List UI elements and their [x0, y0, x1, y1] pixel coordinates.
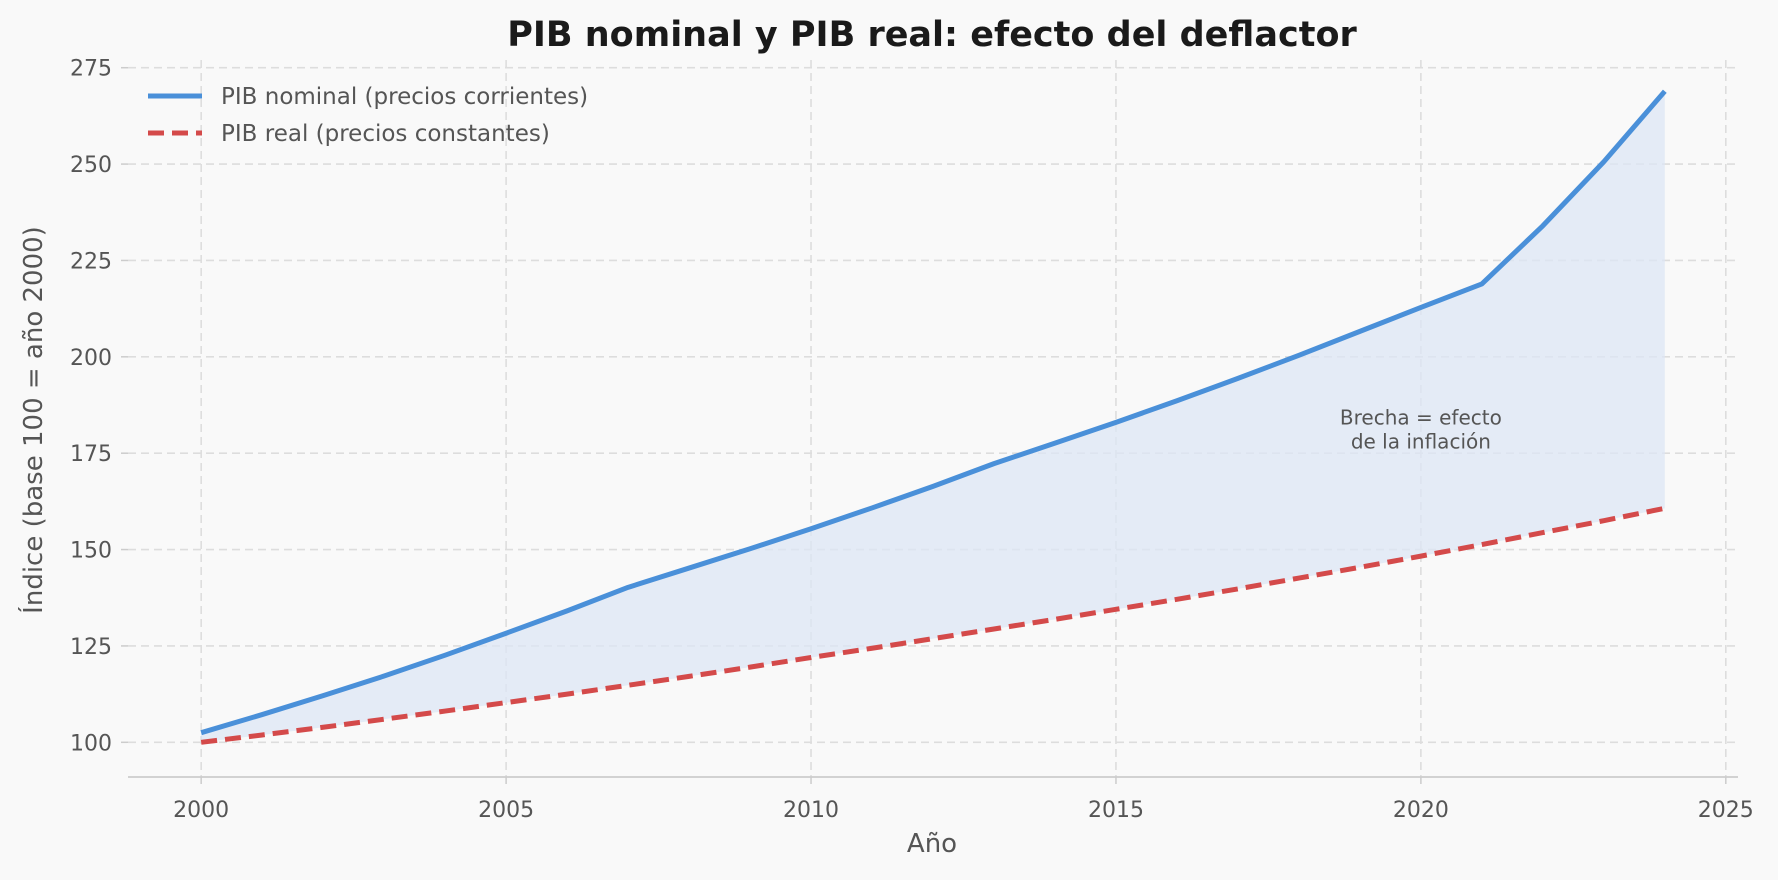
- y-tick-label: 225: [70, 249, 112, 274]
- legend-label: PIB real (precios constantes): [221, 121, 550, 147]
- axes: 2000 2005 2010 2015 2020 2025 100 125 150 175 200 2…: [70, 57, 1754, 823]
- inflation-gap-area: [201, 91, 1665, 743]
- y-tick-label: 125: [70, 635, 112, 660]
- real-gdp-line: [200, 505, 1666, 745]
- y-tick-label: 250: [70, 153, 112, 178]
- y-tick-label: 275: [70, 57, 112, 82]
- x-tick-label: 2010: [783, 798, 839, 823]
- x-axis-label: Año: [907, 829, 957, 859]
- y-tick-label: 100: [70, 731, 112, 756]
- y-tick-label: 200: [70, 346, 112, 371]
- y-tick-label: 150: [70, 539, 112, 564]
- gap-fill: [201, 91, 1665, 743]
- legend: PIB nominal (precios corrientes) PIB real…: [148, 84, 588, 147]
- x-tick-label: 2015: [1088, 798, 1144, 823]
- x-tick-label: 2005: [478, 798, 534, 823]
- y-axis-label: Índice (base 100 = año 2000): [17, 226, 49, 614]
- series-lines: [200, 89, 1667, 745]
- annotation-line: Brecha = efecto: [1340, 405, 1502, 429]
- x-tick-label: 2000: [173, 798, 229, 823]
- x-tick-label: 2025: [1698, 798, 1754, 823]
- chart-title: PIB nominal y PIB real: efecto del defla…: [507, 15, 1357, 55]
- nominal-gdp-line: [200, 89, 1667, 736]
- annotation-line: de la inflación: [1351, 429, 1491, 453]
- y-tick-label: 175: [70, 442, 112, 467]
- x-tick-label: 2020: [1393, 798, 1449, 823]
- legend-label: PIB nominal (precios corrientes): [221, 84, 588, 110]
